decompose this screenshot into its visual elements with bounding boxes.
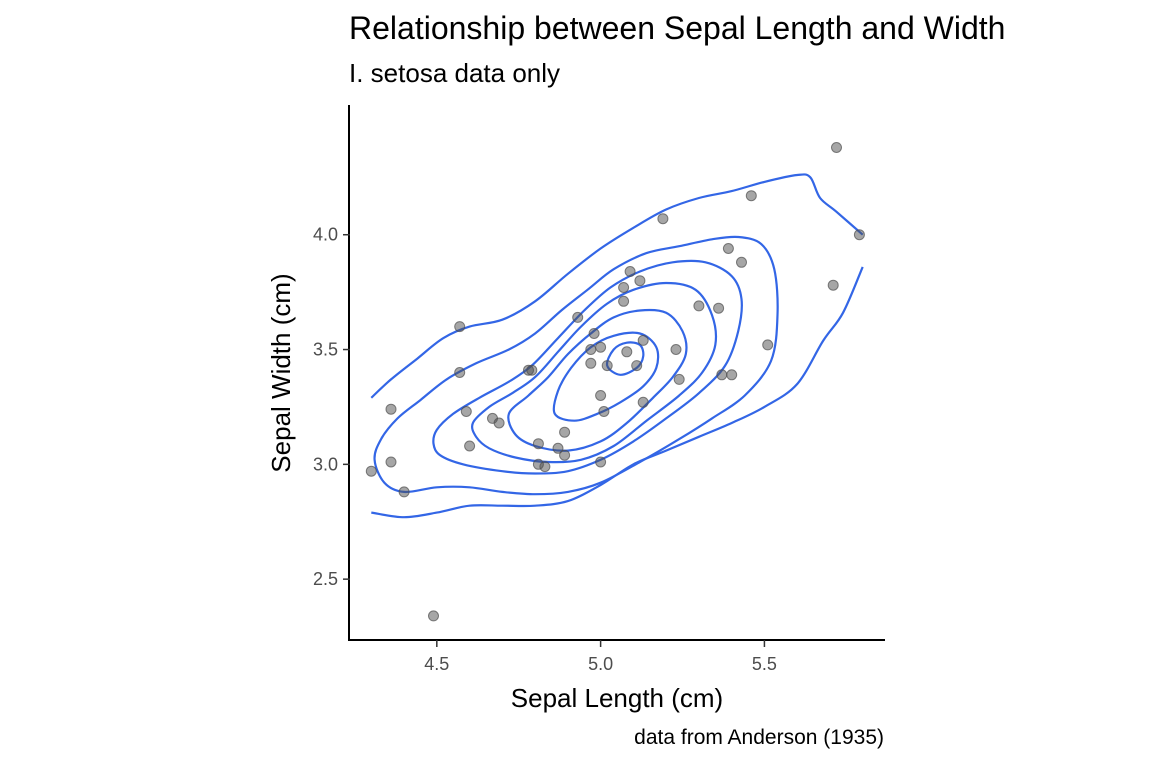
x-axis-title: Sepal Length (cm) bbox=[511, 683, 723, 713]
chart-title: Relationship between Sepal Length and Wi… bbox=[349, 10, 1006, 46]
data-point bbox=[532, 438, 544, 450]
data-point bbox=[670, 344, 682, 355]
data-point bbox=[454, 367, 466, 378]
data-point bbox=[398, 486, 410, 498]
y-axis-title: Sepal Width (cm) bbox=[266, 273, 296, 472]
data-point bbox=[588, 328, 600, 339]
data-point bbox=[385, 403, 397, 415]
data-point bbox=[385, 456, 397, 468]
y-tick-label: 2.5 bbox=[313, 569, 338, 589]
data-point bbox=[637, 396, 649, 408]
data-point bbox=[559, 426, 571, 438]
data-point bbox=[428, 610, 439, 622]
data-point bbox=[526, 364, 538, 376]
data-point bbox=[827, 279, 839, 291]
data-point bbox=[637, 334, 649, 346]
x-tick-label: 4.5 bbox=[424, 654, 449, 674]
density-contour-line bbox=[605, 341, 645, 376]
density-contour-line bbox=[373, 235, 779, 496]
data-point bbox=[736, 256, 747, 268]
data-point bbox=[634, 275, 646, 287]
data-point bbox=[454, 321, 466, 333]
data-point bbox=[673, 373, 685, 385]
data-point bbox=[559, 449, 571, 461]
data-point bbox=[713, 302, 725, 314]
chart-subtitle: I. setosa data only bbox=[349, 58, 561, 88]
data-point bbox=[722, 243, 734, 254]
density-contours bbox=[370, 173, 864, 519]
data-point bbox=[618, 282, 630, 293]
x-axis-ticks: 4.5 5.0 5.5 bbox=[424, 640, 777, 674]
data-point bbox=[762, 339, 774, 351]
data-points bbox=[365, 142, 865, 622]
data-point bbox=[631, 360, 643, 372]
data-point bbox=[539, 461, 551, 473]
density-contour-line bbox=[552, 331, 660, 422]
data-point bbox=[464, 440, 476, 452]
data-point bbox=[365, 465, 377, 477]
data-point bbox=[585, 357, 597, 369]
data-point bbox=[460, 406, 472, 417]
x-tick-label: 5.5 bbox=[752, 654, 777, 674]
data-point bbox=[745, 190, 757, 202]
y-tick-label: 3.5 bbox=[313, 340, 338, 360]
data-point bbox=[585, 344, 597, 355]
data-point bbox=[595, 341, 607, 353]
density-contour-line bbox=[470, 281, 718, 464]
data-point bbox=[621, 346, 633, 358]
data-point bbox=[618, 295, 630, 307]
data-point bbox=[716, 369, 728, 381]
data-point bbox=[624, 266, 636, 277]
data-point bbox=[601, 360, 613, 372]
data-point bbox=[726, 369, 738, 381]
y-axis-ticks: 2.5 3.0 3.5 4.0 bbox=[313, 225, 350, 589]
y-tick-label: 3.0 bbox=[313, 454, 338, 474]
density-contour-line bbox=[371, 266, 864, 519]
density-contour-line bbox=[370, 173, 864, 399]
data-point bbox=[572, 311, 584, 323]
x-tick-label: 5.0 bbox=[588, 654, 613, 674]
data-point bbox=[595, 456, 607, 468]
y-tick-label: 4.0 bbox=[313, 225, 338, 245]
density-contour-line bbox=[432, 259, 743, 475]
chart-caption: data from Anderson (1935) bbox=[634, 726, 884, 749]
data-point bbox=[831, 142, 842, 153]
data-point bbox=[493, 417, 505, 429]
data-point bbox=[595, 390, 607, 401]
data-point bbox=[693, 300, 705, 312]
data-point bbox=[657, 213, 669, 225]
data-point bbox=[598, 406, 610, 417]
data-point bbox=[552, 442, 564, 454]
data-point bbox=[853, 229, 865, 241]
